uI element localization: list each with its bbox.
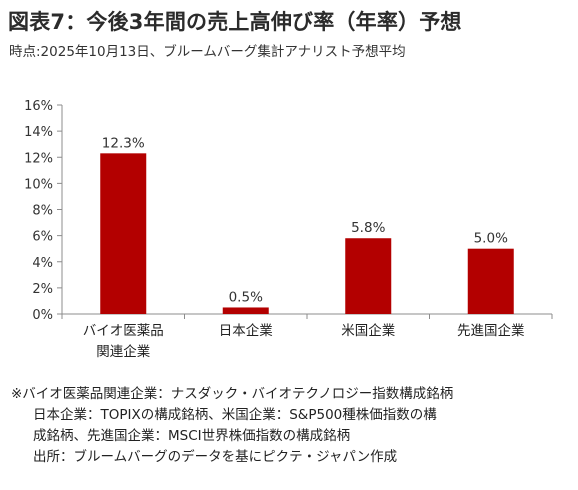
- x-tick-label: 日本企業: [219, 322, 273, 339]
- footnote-source: 出所：ブルームバーグのデータを基にピクテ・ジャパン作成: [33, 449, 398, 465]
- bar: [100, 153, 147, 314]
- data-label: 5.8%: [351, 220, 385, 236]
- footnote-line: ※バイオ医薬品関連企業：ナスダック・バイオテクノロジー指数構成銘柄: [11, 386, 454, 402]
- x-tick-label: 先進国企業: [457, 322, 525, 339]
- x-tick-label-line: 米国企業: [341, 322, 395, 339]
- bar: [222, 307, 269, 314]
- y-tick-label: 12%: [24, 151, 53, 166]
- x-tick-label: バイオ医薬品関連企業: [83, 323, 164, 360]
- data-label: 5.0%: [474, 231, 508, 247]
- y-tick-label: 0%: [32, 308, 53, 323]
- bar: [345, 238, 392, 314]
- y-tick-label: 6%: [32, 230, 53, 245]
- bar-chart: 0% 2% 4% 6% 8% 10% 12% 14% 16% 12.3% バイオ医薬品関連企業 0.5…: [24, 99, 553, 360]
- data-label: 0.5%: [229, 289, 263, 305]
- x-tick-label-line: バイオ医薬品: [83, 323, 164, 339]
- y-tick-label: 2%: [32, 282, 53, 297]
- bar: [467, 248, 514, 314]
- footnote-line: 日本企業：TOPIXの構成銘柄、米国企業：S&P500種株価指数の構: [33, 407, 437, 423]
- chart-subtitle: 時点:2025年10月13日、ブルームバーグ集計アナリスト予想平均: [9, 44, 406, 60]
- x-tick-label-line: 関連企業: [96, 343, 150, 360]
- y-tick-label: 8%: [32, 204, 53, 219]
- x-tick-label: 米国企業: [341, 322, 395, 339]
- y-tick-label: 10%: [24, 177, 53, 192]
- x-tick-label-line: 日本企業: [219, 322, 273, 339]
- x-tick-label-line: 先進国企業: [457, 322, 525, 339]
- footnote-line: 成銘柄、先進国企業：MSCI世界株価指数の構成銘柄: [33, 428, 351, 444]
- y-tick-label: 4%: [32, 256, 53, 271]
- y-tick-label: 14%: [24, 125, 53, 140]
- y-tick-label: 16%: [24, 99, 53, 114]
- data-label: 12.3%: [102, 135, 145, 151]
- chart-title: 図表7：今後3年間の売上高伸び率（年率）予想: [8, 10, 462, 34]
- footnotes: ※バイオ医薬品関連企業：ナスダック・バイオテクノロジー指数構成銘柄 日本企業：T…: [11, 384, 453, 468]
